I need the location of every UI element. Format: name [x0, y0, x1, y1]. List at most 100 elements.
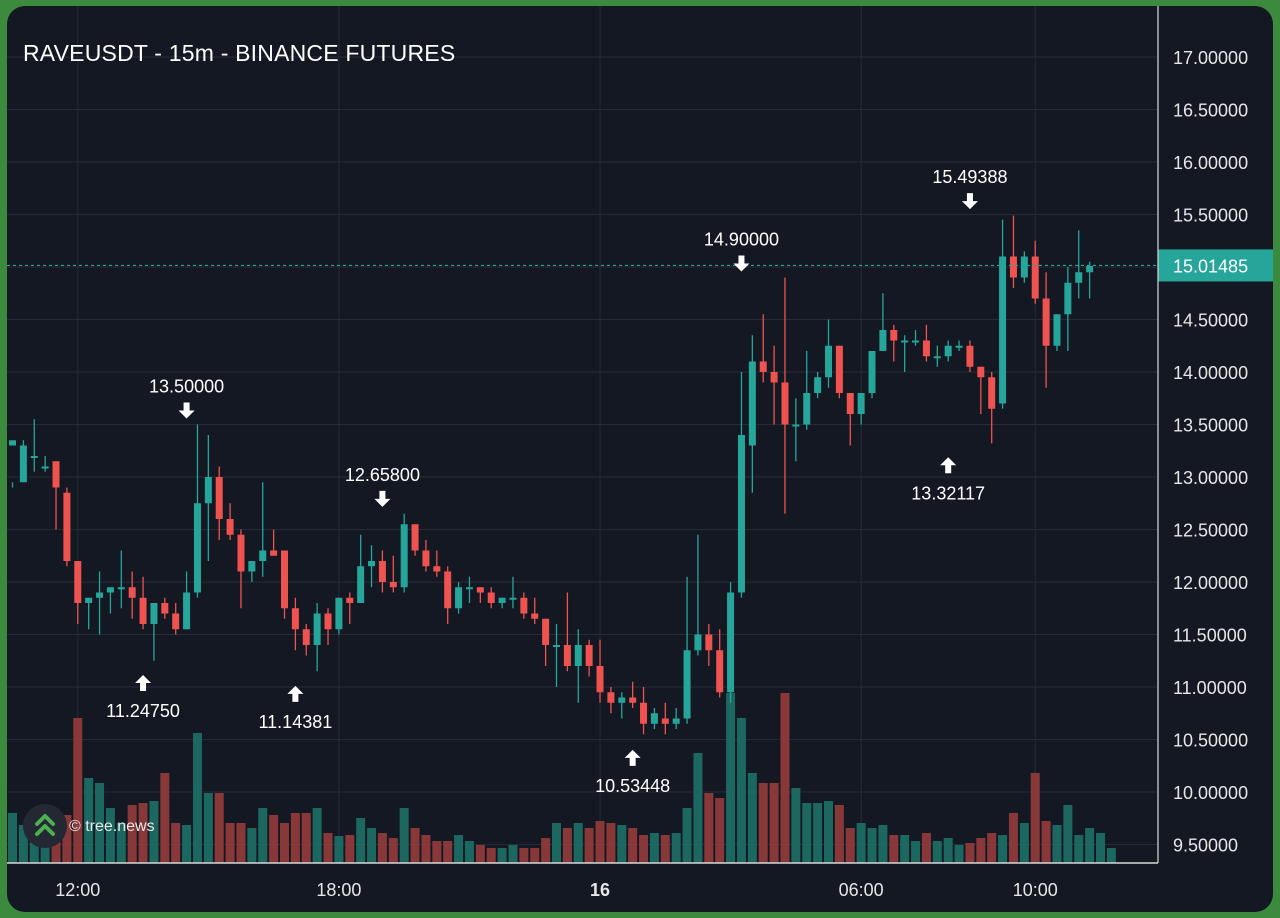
candle-body — [324, 613, 332, 630]
candle — [1086, 261, 1094, 299]
candle-body — [553, 645, 560, 647]
candle-body — [1020, 256, 1028, 278]
candle-body — [563, 645, 571, 666]
y-tick-label: 17.00000 — [1173, 48, 1248, 68]
candle-body — [672, 718, 680, 724]
candle — [444, 566, 452, 624]
volume-bar — [160, 773, 170, 863]
y-tick-label: 10.00000 — [1173, 783, 1248, 803]
volume-bar — [552, 823, 561, 863]
volume-bar — [595, 821, 605, 863]
volume-bar — [399, 808, 409, 863]
candle — [433, 550, 441, 577]
candle-body — [1031, 256, 1039, 299]
volume-bar — [802, 803, 812, 863]
low-annotation: 10.53448 — [595, 749, 670, 796]
volume-bar — [519, 848, 529, 863]
candle-body — [52, 461, 60, 488]
volume-bar — [736, 718, 746, 863]
y-tick-label: 16.00000 — [1173, 153, 1248, 173]
current-price-label: 15.01485 — [1173, 256, 1248, 276]
candle-body — [302, 629, 310, 645]
candle-body — [487, 592, 495, 603]
volume-bar — [998, 835, 1008, 863]
volume-bar — [73, 718, 83, 863]
candle — [1020, 251, 1028, 283]
candle-body — [346, 597, 354, 603]
y-tick-label: 11.50000 — [1173, 626, 1247, 646]
candle-body — [215, 477, 223, 519]
candle — [509, 576, 517, 609]
candle — [922, 324, 930, 362]
volume-bar — [258, 808, 268, 863]
annotation-label: 13.32117 — [911, 483, 985, 503]
candle-body — [542, 618, 550, 645]
candle — [1064, 267, 1072, 351]
candle-body — [498, 597, 506, 603]
candle-body — [150, 603, 158, 624]
candle-body — [759, 361, 767, 372]
candle-body — [727, 592, 735, 693]
candle — [183, 571, 191, 630]
candle — [357, 534, 365, 603]
volume-bar — [454, 835, 464, 863]
high-annotation: 14.90000 — [704, 230, 779, 272]
volume-bar — [867, 828, 877, 863]
down-arrow-icon — [178, 402, 195, 419]
candle — [281, 550, 288, 619]
volume-bar — [606, 823, 616, 863]
volume-bar — [138, 803, 148, 863]
candle — [563, 592, 571, 672]
candle — [313, 603, 321, 672]
annotation-label: 12.65800 — [345, 465, 420, 485]
volume-bar — [824, 801, 833, 863]
volume-bar — [1063, 805, 1073, 863]
candle — [324, 608, 332, 645]
volume-bar — [758, 783, 768, 863]
candle-body — [85, 597, 93, 603]
candle — [618, 692, 626, 719]
candle-body — [41, 466, 49, 469]
volume-bar — [584, 828, 594, 863]
candle — [999, 219, 1007, 409]
current-price-badge — [1158, 249, 1273, 282]
candle — [629, 681, 637, 708]
candle-body — [96, 592, 104, 598]
candle — [400, 513, 408, 593]
candle — [41, 456, 49, 472]
candle-body — [901, 340, 909, 343]
volume-bar — [497, 848, 507, 863]
low-annotation: 11.14381 — [259, 685, 332, 732]
volume-bar — [464, 841, 474, 863]
candle-body — [890, 330, 898, 341]
y-tick-label: 16.50000 — [1173, 101, 1248, 121]
candle — [85, 597, 93, 630]
candle-body — [106, 587, 114, 593]
volume-bar — [813, 803, 823, 863]
high-annotation: 13.50000 — [149, 377, 224, 419]
candle — [259, 482, 267, 577]
volume-bar — [105, 808, 115, 863]
candle — [607, 687, 615, 714]
candle — [955, 340, 963, 351]
volume-bar — [29, 833, 39, 863]
candle-body — [944, 345, 952, 357]
candle-body — [444, 571, 452, 609]
candle — [727, 582, 735, 703]
y-tick-label: 11.00000 — [1173, 678, 1247, 698]
y-tick-label: 13.50000 — [1173, 416, 1248, 436]
candle-body — [977, 366, 985, 378]
candle-body — [803, 393, 811, 425]
candle — [106, 587, 114, 614]
candle-body — [825, 345, 832, 378]
candle — [1075, 230, 1083, 299]
volume-bar — [911, 841, 921, 863]
candle — [215, 466, 223, 540]
candle — [237, 529, 245, 609]
candle — [781, 277, 789, 514]
candle — [1031, 240, 1039, 304]
volume-bar — [1008, 813, 1018, 863]
candle — [596, 639, 604, 703]
volume-bars — [8, 693, 1116, 863]
candlestick-chart[interactable]: 17.0000016.5000016.0000015.5000015.00000… — [7, 6, 1273, 912]
